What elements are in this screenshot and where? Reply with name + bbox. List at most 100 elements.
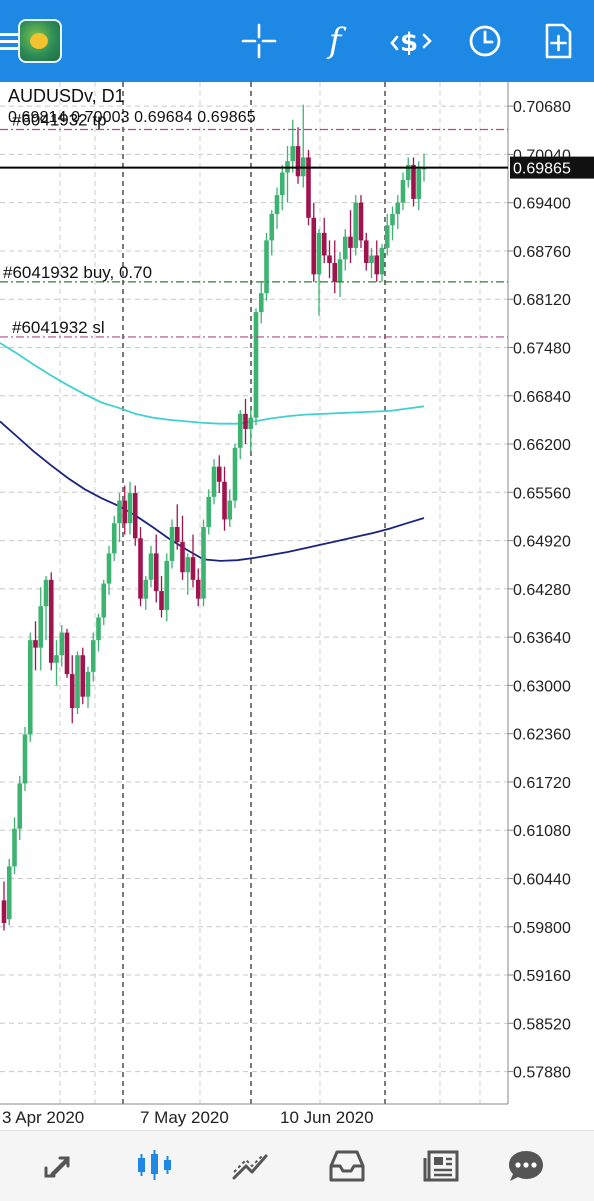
candle-body bbox=[390, 213, 395, 226]
candle-body bbox=[122, 500, 128, 524]
candle-body bbox=[185, 557, 191, 573]
candle-body bbox=[195, 579, 201, 599]
top-toolbar: f $ bbox=[0, 0, 594, 82]
candle-body bbox=[27, 640, 33, 735]
candle-body bbox=[59, 632, 65, 656]
crosshair-icon[interactable] bbox=[229, 0, 289, 82]
candle-body bbox=[232, 447, 238, 501]
y-tick-label: 0.67480 bbox=[513, 340, 571, 357]
candle-body bbox=[80, 655, 86, 697]
x-tick-label: 3 Apr 2020 bbox=[2, 1108, 84, 1127]
candle-body bbox=[237, 413, 243, 448]
candle-body bbox=[159, 591, 164, 610]
candle-body bbox=[1, 900, 7, 923]
clock-icon[interactable] bbox=[455, 0, 515, 82]
y-tick-label: 0.65560 bbox=[513, 485, 571, 502]
current-price-badge bbox=[510, 156, 594, 179]
chart-area[interactable]: 0.70680 0.70040 0.69400 0.68760 0.68120 0.674… bbox=[0, 82, 594, 1130]
candle-body bbox=[369, 255, 374, 264]
candle-body bbox=[75, 655, 80, 709]
candle-body bbox=[332, 263, 338, 282]
ohlc-values: 0.69814 0.70003 0.69684 0.69865 bbox=[8, 109, 256, 126]
candle-body bbox=[101, 583, 107, 618]
candle-body bbox=[274, 195, 280, 214]
candle-body bbox=[22, 734, 28, 784]
chat-icon[interactable] bbox=[486, 1131, 566, 1201]
new-document-icon[interactable] bbox=[528, 0, 588, 82]
candle-body bbox=[311, 217, 317, 275]
chart-symbol: AUDUSDv, D1 bbox=[8, 86, 125, 106]
y-tick-label: 0.66200 bbox=[513, 437, 571, 454]
candle-body bbox=[164, 560, 170, 610]
candle-body bbox=[190, 557, 196, 580]
candle-body bbox=[295, 146, 301, 177]
function-icon[interactable]: f bbox=[305, 0, 365, 82]
candle-body bbox=[379, 247, 385, 275]
y-tick-label: 0.60440 bbox=[513, 871, 571, 888]
order-line-label: #6041932 buy, 0.70 bbox=[3, 263, 152, 282]
candle-body bbox=[85, 671, 91, 697]
y-tick-label: 0.63000 bbox=[513, 678, 571, 695]
candle-body bbox=[64, 632, 70, 675]
app-logo[interactable] bbox=[10, 0, 70, 82]
candle-body bbox=[12, 828, 17, 867]
candle-body bbox=[148, 553, 154, 580]
candle-body bbox=[54, 655, 59, 663]
moving-average-line bbox=[0, 420, 425, 562]
candle-body bbox=[106, 553, 112, 584]
y-tick-label: 0.61080 bbox=[513, 823, 571, 840]
news-icon[interactable] bbox=[403, 1131, 483, 1201]
chart-icon[interactable] bbox=[115, 1131, 195, 1201]
candle-body bbox=[269, 213, 275, 241]
candle-body bbox=[206, 496, 212, 528]
quotes-icon[interactable] bbox=[20, 1131, 100, 1201]
candle-body bbox=[111, 523, 117, 554]
candle-body bbox=[353, 202, 359, 248]
candle-body bbox=[227, 500, 233, 520]
candle-body bbox=[38, 606, 44, 648]
candle-body bbox=[411, 164, 416, 199]
trade-icon[interactable] bbox=[210, 1131, 290, 1201]
y-tick-label: 0.64280 bbox=[513, 582, 571, 599]
candle-body bbox=[279, 172, 285, 196]
order-line-label: #6041932 sl bbox=[12, 318, 105, 337]
candle-body bbox=[143, 579, 149, 599]
candle-body bbox=[358, 202, 364, 241]
y-tick-label: 0.61720 bbox=[513, 775, 571, 792]
price-chart[interactable]: 0.706800.700400.694000.687600.681200.674… bbox=[0, 82, 594, 1130]
y-tick-label: 0.70680 bbox=[513, 99, 571, 116]
candle-body bbox=[337, 259, 343, 282]
candle-body bbox=[132, 493, 138, 539]
candle-body bbox=[17, 783, 23, 829]
history-icon[interactable] bbox=[307, 1131, 387, 1201]
y-tick-label: 0.62360 bbox=[513, 727, 571, 744]
candle-body bbox=[421, 167, 427, 170]
y-tick-label: 0.63640 bbox=[513, 630, 571, 647]
menu-icon[interactable] bbox=[0, 0, 38, 82]
indicator-icon[interactable]: $ bbox=[381, 0, 441, 82]
candle-body bbox=[43, 579, 49, 607]
candle-body bbox=[216, 466, 222, 482]
candle-body bbox=[363, 240, 369, 264]
y-tick-label: 0.64920 bbox=[513, 534, 571, 551]
y-tick-label: 0.68760 bbox=[513, 244, 571, 261]
candle-body bbox=[169, 527, 175, 561]
candle-body bbox=[117, 500, 122, 524]
y-tick-label: 0.66840 bbox=[513, 389, 571, 406]
candle-body bbox=[127, 493, 133, 524]
y-tick-label: 0.57880 bbox=[513, 1065, 571, 1082]
candle-body bbox=[96, 617, 101, 641]
candle-body bbox=[306, 157, 311, 218]
current-price-label: 0.69865 bbox=[513, 161, 571, 178]
moving-average-line bbox=[0, 342, 425, 425]
metatrader-logo bbox=[18, 19, 62, 63]
x-tick-label: 10 Jun 2020 bbox=[280, 1108, 374, 1127]
y-tick-label: 0.68120 bbox=[513, 292, 571, 309]
x-tick-label: 7 May 2020 bbox=[140, 1108, 229, 1127]
candle-body bbox=[321, 232, 327, 256]
candle-body bbox=[327, 255, 332, 264]
svg-text:$: $ bbox=[400, 28, 418, 58]
candle-body bbox=[180, 542, 185, 573]
candle-body bbox=[258, 293, 264, 313]
candle-body bbox=[248, 417, 254, 429]
